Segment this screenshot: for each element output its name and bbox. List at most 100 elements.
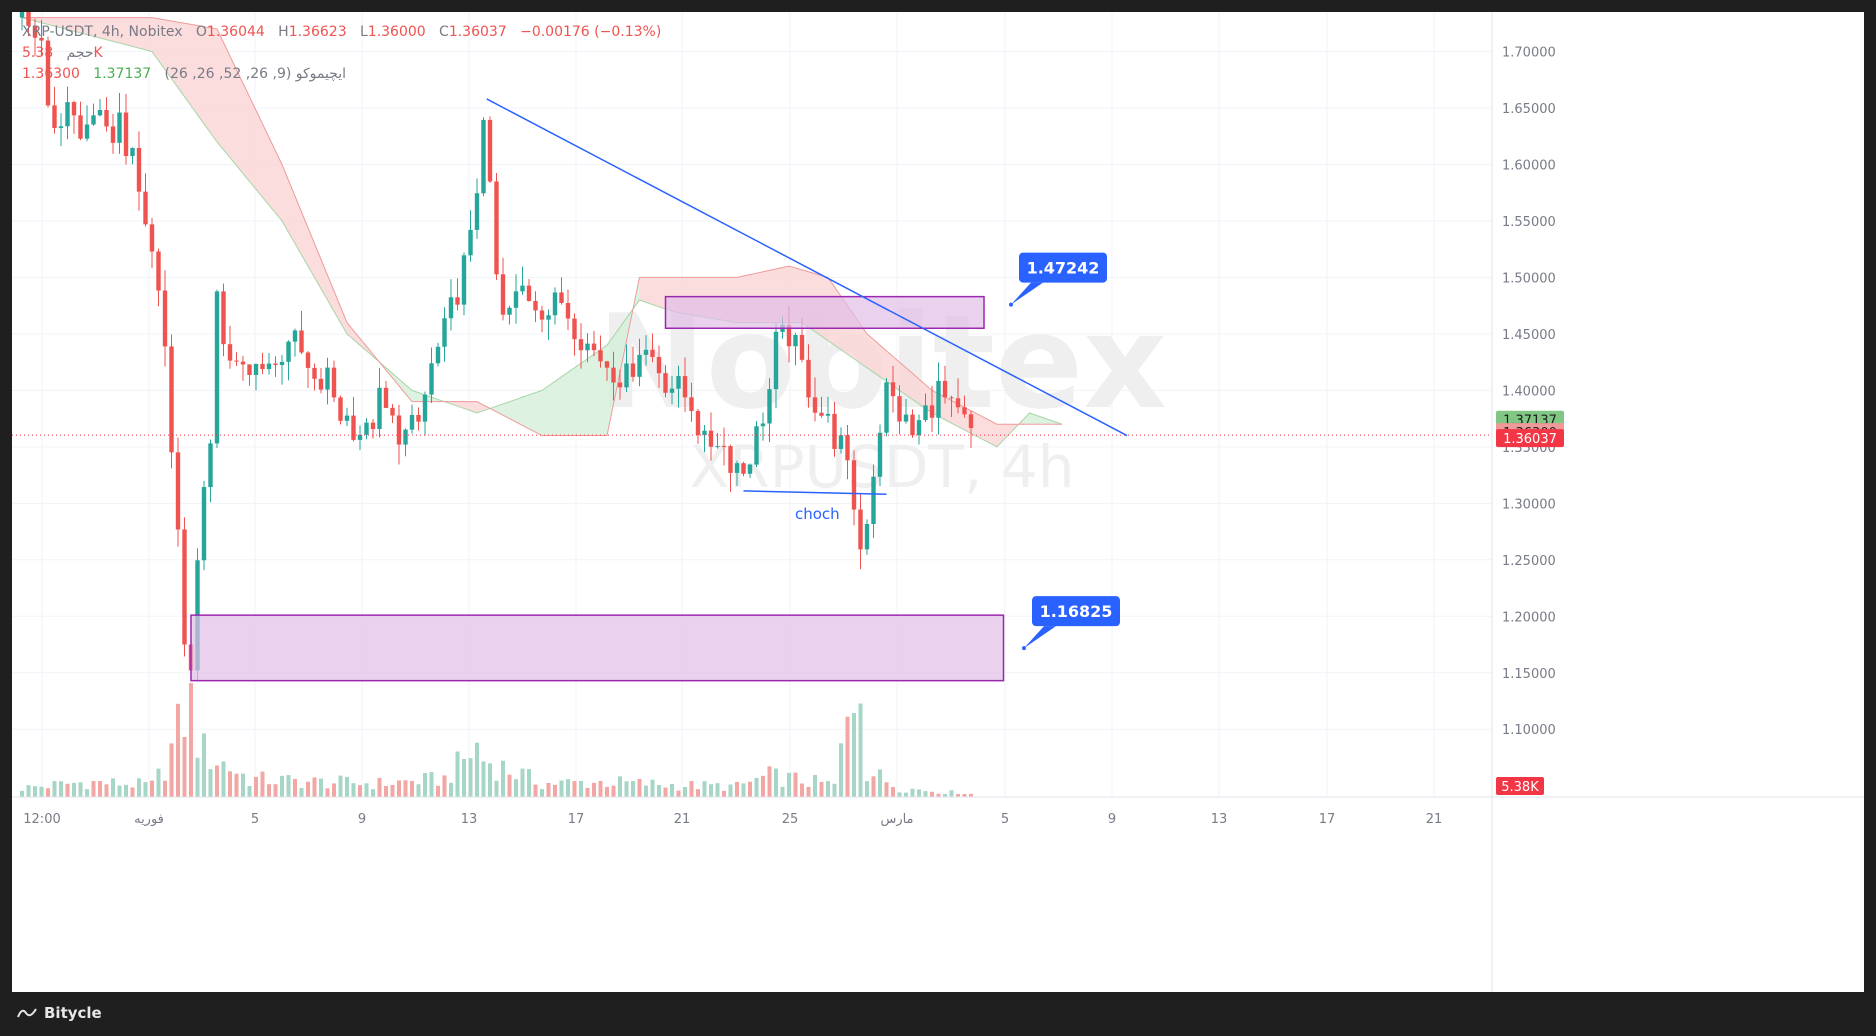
volume-bar xyxy=(494,780,499,797)
candle-body xyxy=(331,367,337,398)
candle-body xyxy=(279,361,285,366)
callout-box xyxy=(1032,596,1120,627)
legend-ohlc-row: XRP-USDT, 4h, Nobitex O1.36044 H1.36623 … xyxy=(22,24,662,40)
cloud-segment xyxy=(230,56,237,166)
price-tick-label: 1.30000 xyxy=(1502,497,1556,512)
high-value: 1.36623 xyxy=(288,24,347,40)
price-chart[interactable]: Nobitex XRPUSDT, 4h choch1.472421.16825 … xyxy=(12,0,1864,992)
volume-bar xyxy=(683,786,687,797)
time-tick-label: 21 xyxy=(674,812,691,827)
price-tick-label: 1.60000 xyxy=(1502,158,1556,173)
footer-bar xyxy=(0,998,1876,1036)
cloud-segment xyxy=(880,345,887,382)
volume-bar xyxy=(540,789,544,797)
candle-body xyxy=(630,363,636,377)
candle-body xyxy=(344,415,350,421)
candle-body xyxy=(864,523,870,550)
price-tick-label: 1.70000 xyxy=(1502,46,1556,61)
cloud-segment xyxy=(100,17,107,40)
cloud-segment xyxy=(178,22,185,97)
volume-bar xyxy=(930,791,934,797)
cloud-segment xyxy=(470,401,477,413)
callout-text: 1.16825 xyxy=(1040,602,1113,621)
candle-body xyxy=(786,324,792,347)
candle-body xyxy=(26,3,31,26)
cloud-segment xyxy=(132,17,139,49)
price-tick-label: 1.15000 xyxy=(1502,667,1556,682)
candle-body xyxy=(884,382,889,433)
cloud-segment xyxy=(639,277,646,303)
volume-bar xyxy=(631,780,635,797)
cloud-segment xyxy=(600,345,607,436)
candle-body xyxy=(916,420,922,436)
volume-bar xyxy=(455,751,460,797)
volume-bar xyxy=(241,773,245,797)
candle-body xyxy=(845,435,850,461)
candle-body xyxy=(351,415,356,440)
candles xyxy=(12,0,1864,681)
volume-bar xyxy=(507,774,512,797)
cloud-segment xyxy=(217,28,224,150)
cloud-segment xyxy=(61,17,68,30)
cloud-segment xyxy=(1029,412,1036,425)
volume-bar xyxy=(260,771,265,797)
cloud-segment xyxy=(1023,412,1030,425)
candle-body xyxy=(201,487,207,561)
choch-label: choch xyxy=(795,505,840,523)
price-label-badge: 1.36037 xyxy=(1496,429,1564,448)
volume-bar xyxy=(572,781,577,797)
cloud-segment xyxy=(977,414,984,441)
time-tick-label: 9 xyxy=(1108,812,1116,827)
cloud-segment xyxy=(899,362,906,395)
candle-body xyxy=(442,318,447,347)
candle-body xyxy=(819,412,824,416)
volume-bar xyxy=(748,781,752,797)
candle-body xyxy=(734,463,740,473)
candle-body xyxy=(487,119,493,182)
candle-body xyxy=(903,414,909,422)
cloud-segment xyxy=(93,17,100,38)
cloud-segment xyxy=(873,339,880,377)
cloud-segment xyxy=(347,322,354,340)
span-b-line xyxy=(22,17,1062,437)
volume-bar xyxy=(481,761,486,797)
legend: XRP-USDT, 4h, Nobitex O1.36044 H1.36623 … xyxy=(22,22,661,85)
volume-bar xyxy=(286,775,291,797)
volume-bar xyxy=(715,783,720,797)
cloud-segment xyxy=(197,25,204,124)
cloud-segment xyxy=(249,96,256,190)
volume-bar xyxy=(429,772,434,797)
brand[interactable]: Bitycle xyxy=(16,1004,102,1022)
cloud-segment xyxy=(67,17,74,32)
legend-ichimoku-row: ایچیموکو (9, 26, 52, 26, 26) 1.37137 1.3… xyxy=(22,64,661,85)
volume-bar xyxy=(215,765,219,797)
candle-body xyxy=(741,463,746,474)
volume-bar xyxy=(332,783,336,797)
cloud-segment xyxy=(646,277,653,305)
candle-body xyxy=(403,429,408,445)
cloud-segment xyxy=(912,373,919,404)
candle-body xyxy=(84,124,90,139)
candle-body xyxy=(396,415,402,445)
volume-bar xyxy=(403,780,408,797)
ichimoku-label: ایچیموکو (9, 26, 52, 26, 26) xyxy=(164,66,347,82)
callout-pointer xyxy=(1011,282,1043,305)
candle-body xyxy=(773,331,779,390)
volume-bar xyxy=(969,793,973,797)
candle-body xyxy=(565,303,571,319)
supply-demand-zone-2 xyxy=(190,614,1005,682)
volume-bar xyxy=(637,778,642,797)
cloud-segment xyxy=(990,420,997,447)
candle-body xyxy=(695,411,701,436)
volume-bar xyxy=(312,777,317,797)
volume-bar xyxy=(390,784,395,797)
time-tick-label: 9 xyxy=(358,812,366,827)
cloud-segment xyxy=(191,24,198,115)
cloud-segment xyxy=(535,390,542,436)
cloud-segment xyxy=(581,358,588,436)
chart-panel[interactable]: Nobitex XRPUSDT, 4h choch 1.47242 1.16825 … xyxy=(12,0,1864,992)
candle-body xyxy=(169,346,174,453)
cloud-segment xyxy=(490,406,497,412)
candle-body xyxy=(617,382,623,388)
volume-bar xyxy=(800,783,804,797)
